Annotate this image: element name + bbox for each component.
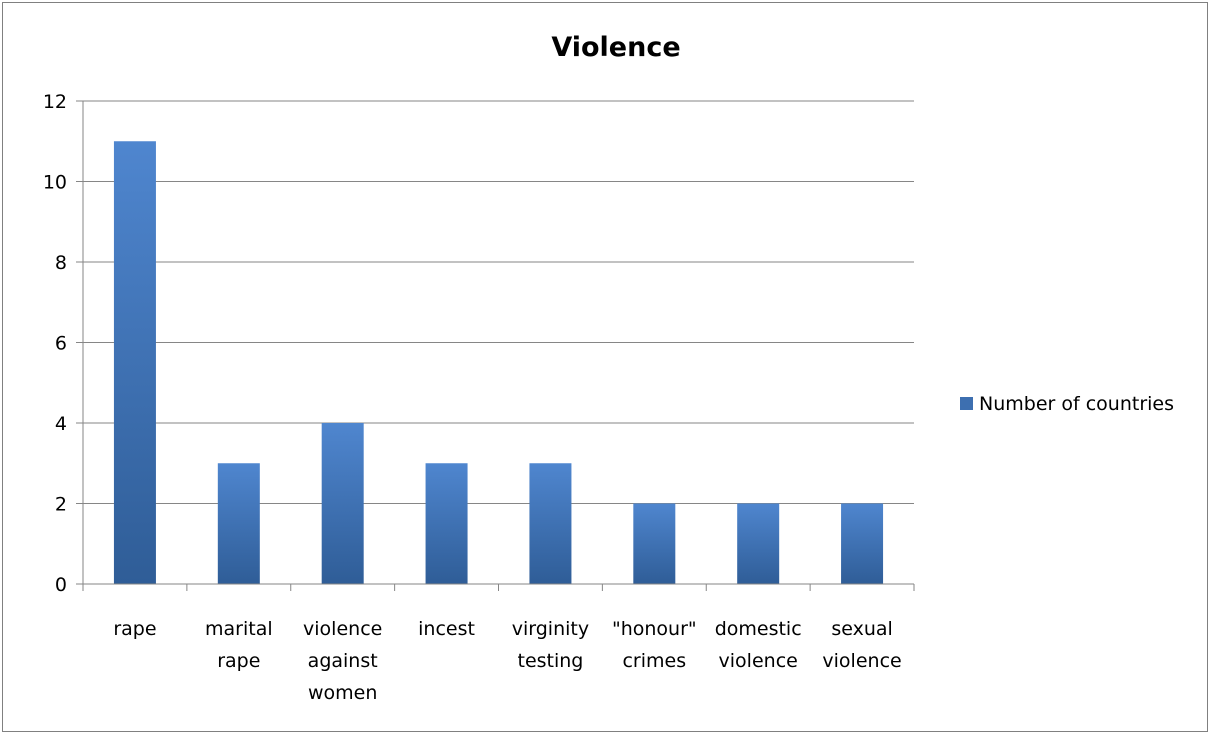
bar bbox=[113, 141, 156, 584]
x-category-label: testing bbox=[518, 650, 584, 672]
y-tick-label: 2 bbox=[55, 494, 67, 516]
bar bbox=[321, 423, 364, 584]
x-category-label: against bbox=[308, 650, 378, 672]
x-category-label: violence bbox=[719, 650, 798, 672]
y-tick-label: 6 bbox=[55, 333, 67, 355]
bar bbox=[529, 463, 572, 584]
x-category-label: women bbox=[308, 682, 377, 704]
x-category-label: rape bbox=[217, 650, 260, 672]
y-tick-label: 12 bbox=[43, 91, 67, 113]
bar bbox=[737, 503, 780, 584]
bars bbox=[113, 141, 884, 584]
x-category-label: incest bbox=[418, 618, 475, 640]
x-category-label: "honour" bbox=[612, 618, 697, 640]
y-tick-label: 8 bbox=[55, 252, 67, 274]
gridlines bbox=[83, 100, 914, 504]
x-category-label: sexual bbox=[831, 618, 892, 640]
bar bbox=[425, 463, 468, 584]
y-axis-ticks: 0 2 4 6 8 10 12 bbox=[43, 91, 67, 596]
x-category-label: rape bbox=[113, 618, 156, 640]
y-tick-label: 10 bbox=[43, 172, 67, 194]
x-category-label: violence bbox=[822, 650, 901, 672]
y-tick-label: 0 bbox=[55, 574, 67, 596]
x-axis-categories: rape marital rape violence against women inces… bbox=[113, 618, 901, 704]
axes bbox=[76, 100, 915, 591]
bar bbox=[841, 503, 884, 584]
bar bbox=[633, 503, 676, 584]
legend-swatch bbox=[960, 397, 973, 410]
chart-title: Violence bbox=[551, 32, 680, 63]
bar bbox=[217, 463, 260, 584]
x-category-label: crimes bbox=[622, 650, 686, 672]
x-category-label: domestic bbox=[715, 618, 802, 640]
legend: Number of countries bbox=[960, 393, 1174, 415]
x-category-label: violence bbox=[303, 618, 382, 640]
x-category-label: marital bbox=[205, 618, 273, 640]
y-tick-label: 4 bbox=[55, 413, 67, 435]
legend-label: Number of countries bbox=[979, 393, 1174, 415]
x-category-label: virginity bbox=[512, 618, 589, 640]
